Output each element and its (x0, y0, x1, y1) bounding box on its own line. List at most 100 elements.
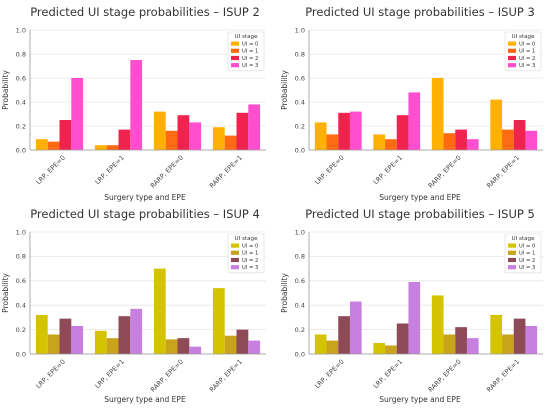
legend-title: UI stage (511, 34, 535, 40)
chart-panel-2: Predicted UI stage probabilities – ISUP … (280, 5, 543, 202)
bar (349, 301, 362, 354)
bar (349, 111, 362, 150)
legend-entry: UI = 1 (242, 49, 258, 55)
bar (396, 115, 409, 150)
y-tick-label: 0.6 (16, 74, 26, 82)
bar (212, 127, 225, 150)
bar (326, 134, 339, 150)
bar (177, 115, 190, 150)
bar (443, 133, 456, 150)
bar (502, 129, 514, 150)
legend-entry: UI = 3 (242, 63, 258, 69)
bar (396, 323, 409, 354)
y-tick-label: 0.0 (16, 350, 26, 358)
legend-entry: UI = 0 (242, 42, 258, 48)
y-axis-label: Probability (280, 70, 289, 110)
bar (525, 130, 538, 150)
bar (385, 139, 397, 150)
bar (153, 111, 166, 150)
bar (236, 329, 249, 354)
bar (47, 141, 60, 150)
legend-swatch (508, 63, 516, 68)
bar (502, 334, 514, 354)
legend: UI stage UI = 0UI = 1UI = 2UI = 3 (504, 233, 542, 274)
y-tick-label: 0.2 (295, 326, 305, 334)
bar (466, 139, 479, 150)
y-tick-label: 0.2 (16, 122, 26, 130)
bar (525, 325, 538, 354)
y-tick-label: 0.8 (295, 253, 305, 261)
y-tick-label: 0.8 (16, 253, 26, 261)
y-tick-label: 1.0 (295, 26, 305, 34)
bar (106, 145, 119, 150)
bar (455, 129, 467, 150)
bar (373, 343, 386, 354)
legend-swatch (231, 55, 239, 61)
legend-title: UI stage (511, 236, 535, 242)
legend: UI stage UI = 0UI = 1UI = 2UI = 3 (227, 233, 265, 274)
y-axis-label: Probability (1, 70, 10, 110)
bar (153, 268, 166, 354)
legend-entry: UI = 3 (519, 265, 535, 271)
legend-swatch (508, 243, 516, 248)
x-axis-label: Surgery type and EPE (104, 395, 186, 404)
bar (71, 325, 84, 354)
legend-swatch (231, 41, 239, 46)
y-tick-label: 0.4 (16, 98, 26, 106)
legend-swatch (231, 243, 239, 248)
legend-entry: UI = 1 (519, 49, 535, 55)
legend-entry: UI = 2 (519, 258, 535, 264)
bar (314, 334, 327, 354)
bar (35, 314, 48, 354)
y-tick-label: 0.4 (295, 98, 305, 106)
bar (408, 92, 421, 150)
legend-swatch (508, 250, 516, 255)
y-tick-label: 1.0 (295, 228, 305, 236)
bar (248, 340, 261, 354)
y-axis-label: Probability (280, 273, 289, 313)
bar (466, 338, 479, 354)
legend-swatch (231, 257, 239, 263)
chart-title: Predicted UI stage probabilities – ISUP … (305, 5, 535, 19)
bar (513, 318, 526, 354)
legend-entry: UI = 3 (519, 63, 535, 69)
y-tick-label: 0.4 (295, 302, 305, 310)
y-tick-label: 1.0 (16, 26, 26, 34)
y-tick-label: 0.8 (16, 50, 26, 58)
bar (490, 314, 503, 354)
y-tick-label: 0.6 (295, 277, 305, 285)
legend-entry: UI = 1 (242, 251, 258, 257)
y-tick-label: 0.2 (295, 122, 305, 130)
chart-title: Predicted UI stage probabilities – ISUP … (305, 207, 535, 221)
y-tick-label: 0.0 (16, 146, 26, 154)
bar (35, 139, 48, 150)
legend-swatch (231, 250, 239, 255)
legend-title: UI stage (234, 34, 258, 40)
bar (71, 78, 84, 150)
legend-entry: UI = 0 (519, 244, 535, 250)
legend: UI stage UI = 0UI = 1UI = 2UI = 3 (504, 31, 542, 72)
y-tick-label: 0.0 (295, 350, 305, 358)
legend-entry: UI = 2 (519, 56, 535, 62)
bar (130, 308, 143, 354)
bar (338, 316, 350, 354)
bar (326, 340, 339, 354)
y-tick-label: 0.4 (16, 302, 26, 310)
legend-entry: UI = 3 (242, 265, 258, 271)
y-tick-label: 1.0 (16, 228, 26, 236)
bar (59, 318, 72, 354)
legend-swatch (231, 265, 239, 270)
bar (314, 122, 327, 150)
bar (189, 346, 202, 354)
x-axis-label: Surgery type and EPE (379, 395, 461, 404)
bar (189, 122, 202, 150)
bar (130, 60, 143, 150)
y-tick-label: 0.6 (295, 74, 305, 82)
legend: UI stage UI = 0UI = 1UI = 2UI = 3 (227, 31, 265, 72)
y-axis-label: Probability (1, 273, 10, 313)
y-tick-label: 0.2 (16, 326, 26, 334)
bar (106, 338, 119, 354)
legend-swatch (231, 48, 239, 53)
bar (373, 134, 386, 150)
legend-entry: UI = 0 (519, 42, 535, 48)
